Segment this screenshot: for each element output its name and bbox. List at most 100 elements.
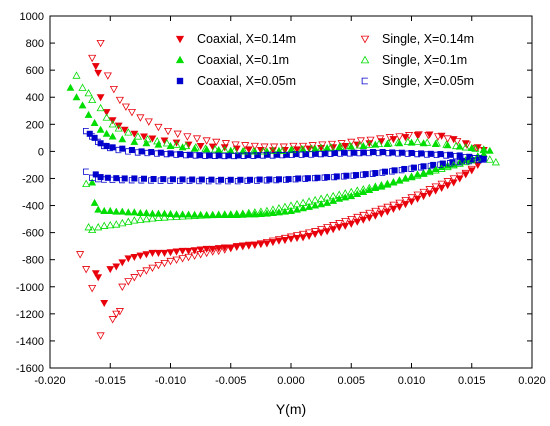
- data-point: [109, 85, 118, 94]
- data-point: [336, 142, 345, 150]
- data-point: [190, 211, 199, 219]
- data-point: [374, 139, 384, 148]
- data-point: [108, 120, 117, 128]
- data-point: [355, 141, 364, 149]
- legend-marker: [360, 35, 370, 44]
- data-point: [407, 194, 416, 202]
- data-point: [186, 177, 193, 185]
- data-point: [371, 207, 380, 216]
- data-point: [298, 230, 308, 239]
- data-point: [391, 167, 398, 174]
- data-point: [326, 143, 335, 151]
- data-point: [124, 217, 133, 225]
- data-point: [250, 210, 259, 218]
- data-point: [78, 101, 87, 109]
- x-tick-label: -0.015: [95, 375, 126, 387]
- data-point: [138, 177, 145, 184]
- data-point: [166, 249, 175, 257]
- data-point: [485, 146, 494, 154]
- data-point: [84, 88, 93, 97]
- data-point: [403, 137, 412, 146]
- data-point: [273, 176, 280, 184]
- data-point: [173, 151, 180, 158]
- data-point: [196, 246, 205, 254]
- legend-label: Single, X=0.1m: [382, 53, 467, 67]
- data-point: [91, 134, 98, 141]
- data-point: [431, 187, 440, 195]
- data-point: [420, 163, 427, 170]
- data-point: [395, 133, 404, 141]
- data-point: [94, 274, 103, 282]
- data-point: [148, 135, 157, 143]
- x-tick-label: -0.005: [215, 375, 246, 387]
- data-point: [118, 218, 127, 227]
- data-point: [293, 146, 301, 154]
- data-point: [324, 174, 331, 181]
- data-point: [179, 176, 186, 183]
- data-point: [389, 149, 396, 156]
- data-point: [88, 54, 97, 63]
- y-tick-label: -1200: [16, 309, 44, 321]
- data-point: [360, 171, 367, 178]
- data-point: [205, 178, 212, 185]
- y-tick-label: -1600: [16, 363, 44, 375]
- data-point: [83, 168, 89, 175]
- data-point: [379, 149, 386, 156]
- data-point: [299, 204, 307, 212]
- data-point: [102, 113, 111, 121]
- data-point: [302, 151, 309, 158]
- plot-frame: [49, 15, 533, 369]
- data-point: [311, 228, 320, 236]
- data-point: [398, 149, 405, 156]
- data-point: [202, 152, 209, 159]
- data-point: [154, 123, 163, 132]
- data-point: [256, 209, 265, 217]
- data-point: [279, 143, 288, 151]
- data-point: [201, 144, 210, 152]
- data-point: [425, 167, 434, 176]
- data-point: [347, 220, 356, 228]
- data-point: [449, 160, 458, 169]
- data-point: [462, 153, 469, 161]
- data-point: [442, 140, 451, 148]
- legend-label: Single, X=0.14m: [382, 32, 474, 46]
- x-tick-label: 0.020: [518, 375, 546, 387]
- data-point: [254, 152, 261, 159]
- data-point: [182, 141, 191, 150]
- data-point: [446, 160, 453, 167]
- data-point: [369, 149, 376, 156]
- data-point: [172, 139, 181, 147]
- data-point: [381, 168, 389, 175]
- data-point: [94, 69, 103, 77]
- data-point: [127, 109, 137, 117]
- data-point: [359, 185, 368, 193]
- data-point: [407, 172, 416, 181]
- data-point: [211, 152, 218, 159]
- data-point: [202, 245, 211, 253]
- x-tick-label: 0.005: [337, 375, 365, 387]
- data-point: [166, 257, 175, 266]
- data-point: [437, 161, 444, 168]
- data-point: [121, 103, 130, 111]
- data-point: [359, 216, 368, 224]
- data-point: [359, 211, 368, 220]
- data-point: [148, 209, 157, 217]
- data-point: [112, 263, 121, 271]
- data-point: [353, 172, 360, 179]
- data-point: [433, 133, 443, 141]
- data-point: [329, 191, 338, 200]
- legend-item: Single, X=0.14m: [360, 32, 474, 46]
- data-point: [389, 168, 395, 175]
- legend-marker: [176, 77, 184, 85]
- data-point: [208, 210, 217, 219]
- data-point: [365, 209, 374, 218]
- data-point: [292, 151, 299, 158]
- data-point: [148, 149, 155, 156]
- data-point: [227, 176, 234, 183]
- data-point: [295, 175, 302, 182]
- data-point: [191, 143, 200, 151]
- data-point: [269, 152, 276, 159]
- data-point: [102, 129, 111, 137]
- data-point: [198, 176, 205, 183]
- data-point: [109, 144, 116, 151]
